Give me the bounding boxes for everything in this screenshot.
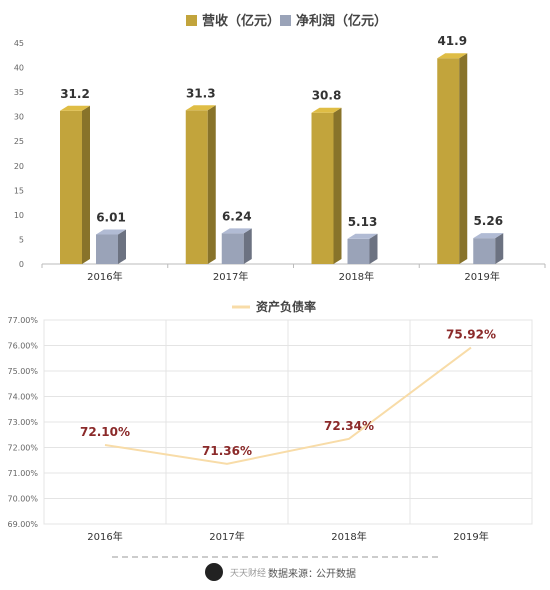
bar-front xyxy=(311,112,334,264)
bar-xtick-label: 2016年 xyxy=(87,270,122,283)
bar-side xyxy=(495,233,504,264)
bar-ytick-label: 35 xyxy=(14,88,24,97)
bar-side xyxy=(369,233,378,264)
line-ytick-label: 73.00% xyxy=(7,418,38,427)
bar-side xyxy=(459,53,468,265)
bar-top xyxy=(185,105,216,111)
footer: 天天财经 数据来源： 公开数据 xyxy=(0,556,550,584)
bar-front xyxy=(96,234,118,264)
line-data-label: 75.92% xyxy=(446,328,496,342)
bar-ytick-label: 30 xyxy=(14,113,24,122)
bar-top xyxy=(96,229,126,235)
bar-ytick-label: 45 xyxy=(14,39,24,48)
bar-data-label: 6.01 xyxy=(96,210,126,224)
legend-swatch-bar-0 xyxy=(186,15,197,26)
bar-side xyxy=(243,228,252,264)
line-ytick-label: 77.00% xyxy=(7,316,38,325)
bar-xtick-label: 2017年 xyxy=(213,270,248,283)
bar-side xyxy=(207,105,216,264)
legend-swatch-bar-1 xyxy=(280,15,291,26)
bar-ytick-label: 0 xyxy=(19,260,24,269)
legend-label-line: 资产负债率 xyxy=(256,299,316,314)
bar-front xyxy=(60,110,82,264)
line-data-label: 71.36% xyxy=(202,444,252,458)
bar-front xyxy=(437,58,460,265)
bar-data-label: 41.9 xyxy=(437,34,467,48)
bar-front xyxy=(347,238,370,264)
footer-divider xyxy=(112,556,438,558)
bar-data-label: 5.13 xyxy=(348,215,378,229)
bar-side xyxy=(333,107,342,264)
legend-label-bar-1: 净利润（亿元） xyxy=(296,13,387,29)
bar-ytick-label: 15 xyxy=(14,186,24,195)
bar-front xyxy=(185,110,208,264)
line-xtick-label: 2017年 xyxy=(209,530,244,543)
brand-name: 天天财经 xyxy=(230,569,267,579)
bar-top xyxy=(347,233,378,239)
bar-ytick-label: 5 xyxy=(19,235,24,244)
bar-top xyxy=(221,228,252,234)
bar-top xyxy=(60,105,90,111)
line-ytick-label: 76.00% xyxy=(7,342,38,351)
line-ytick-label: 70.00% xyxy=(7,495,38,504)
line-data-label: 72.34% xyxy=(324,419,374,433)
line-xtick-label: 2019年 xyxy=(453,530,488,543)
source-label: 数据来源： xyxy=(268,569,318,580)
bar-front xyxy=(473,238,496,264)
brand-logo-icon xyxy=(205,563,223,581)
bar-ytick-label: 20 xyxy=(14,162,24,171)
bar-top xyxy=(437,53,468,59)
bar-data-label: 31.3 xyxy=(186,86,216,100)
line-ytick-label: 69.00% xyxy=(7,520,38,529)
line-xtick-label: 2018年 xyxy=(331,530,366,543)
line-xtick-label: 2016年 xyxy=(87,530,122,543)
bar-side xyxy=(82,105,90,264)
bar-data-label: 5.26 xyxy=(473,214,503,228)
bar-ytick-label: 40 xyxy=(14,64,24,73)
line-series xyxy=(104,346,472,465)
line-ytick-label: 71.00% xyxy=(7,469,38,478)
line-ytick-label: 72.00% xyxy=(7,444,38,453)
bar-data-label: 6.24 xyxy=(222,209,252,223)
source-value: 公开数据 xyxy=(316,569,356,580)
line-ytick-label: 75.00% xyxy=(7,367,38,376)
legend-label-bar-0: 营收（亿元） xyxy=(202,13,280,29)
bar-data-label: 31.2 xyxy=(60,87,90,101)
bar-ytick-label: 25 xyxy=(14,137,24,146)
bar-top xyxy=(473,233,504,239)
bar-data-label: 30.8 xyxy=(312,89,342,103)
bar-xtick-label: 2018年 xyxy=(339,270,374,283)
bar-xtick-label: 2019年 xyxy=(464,270,499,283)
line-data-label: 72.10% xyxy=(80,425,130,439)
line-ytick-label: 74.00% xyxy=(7,393,38,402)
bar-side xyxy=(118,229,126,264)
bar-front xyxy=(221,233,244,264)
bar-top xyxy=(311,107,342,113)
bar-ytick-label: 10 xyxy=(14,211,24,220)
